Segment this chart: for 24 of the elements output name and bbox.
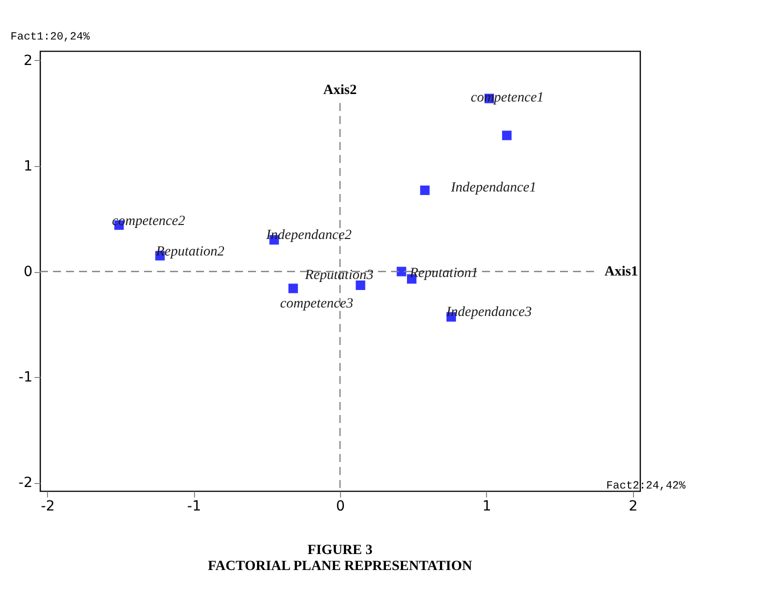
x-tick-label: -1 <box>187 498 202 514</box>
x-tick-label: 1 <box>482 498 492 514</box>
y-tick-label: 2 <box>24 52 32 69</box>
y-tick-label: 0 <box>24 264 32 280</box>
data-label: Independance1 <box>450 180 536 196</box>
point <box>502 130 512 140</box>
data-label: competence3 <box>280 296 354 312</box>
y-tick-label: -1 <box>18 370 32 386</box>
ref-line-label: Axis1 <box>604 264 638 280</box>
x-tick-label: 0 <box>336 498 345 514</box>
point <box>396 266 406 276</box>
text: FACTORIAL PLANE REPRESENTATION <box>208 559 472 574</box>
data-label: Independance3 <box>445 304 532 320</box>
x-tick-label: -2 <box>40 498 55 514</box>
point <box>288 284 298 294</box>
point <box>420 186 430 196</box>
y-tick-label: 1 <box>24 158 32 175</box>
x-tick-label: 2 <box>628 498 638 514</box>
data-label: competence2 <box>112 214 186 230</box>
text: FIGURE 3 <box>308 543 372 558</box>
data-label: Reputation2 <box>155 244 224 260</box>
ref-line-label: Axis2 <box>323 83 357 98</box>
y-axis-title: Fact1:20,24% <box>10 32 90 44</box>
y-tick-label: -2 <box>18 475 32 492</box>
